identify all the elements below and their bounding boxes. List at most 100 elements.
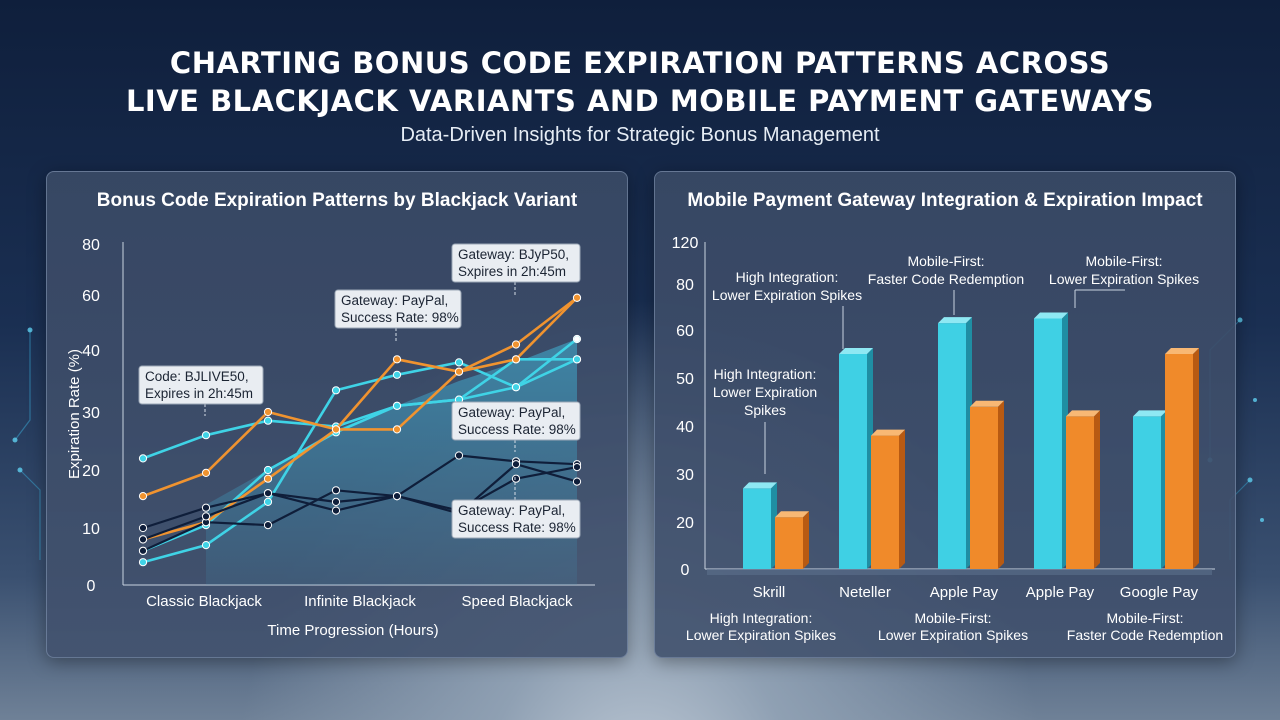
data-point — [201, 431, 211, 440]
y-tick-label: 30 — [676, 467, 694, 484]
callout-text-line-2: Sxpires in 2h:45m — [458, 264, 566, 279]
end-marker — [574, 336, 580, 342]
callout-box: Gateway: BJyP50, Sxpires in 2h:45m — [451, 243, 581, 296]
bar-top — [1034, 312, 1068, 319]
x-axis-label: Time Progression (Hours) — [267, 622, 438, 639]
bar-top — [839, 348, 873, 354]
x-category-label: Speed Blackjack — [462, 593, 573, 610]
bar — [1165, 348, 1199, 569]
data-point — [572, 477, 582, 486]
bar-chart: 0 20 30 40 50 60 80 120 Skrill Neteller Apple Pay A… — [672, 235, 1224, 643]
bar-front — [1133, 416, 1161, 569]
callout-text-line-2: Expires in 2h:45m — [145, 386, 253, 401]
annotation-line-2: Faster Code Redemption — [868, 271, 1024, 287]
bar-side — [1193, 348, 1199, 569]
page-title-line-1: CHARTING BONUS CODE EXPIRATION PATTERNS … — [169, 46, 1111, 80]
series-line-6 — [142, 454, 578, 530]
data-point — [138, 454, 148, 463]
y-tick-label: 20 — [676, 515, 694, 532]
bar-top — [871, 429, 905, 436]
y-tick-label: 80 — [82, 237, 100, 254]
series-line-4 — [142, 296, 578, 498]
bar-side — [899, 429, 905, 569]
y-tick-label: 40 — [82, 343, 100, 360]
y-tick-label: 20 — [82, 463, 100, 480]
y-tick-label: 0 — [681, 562, 690, 579]
data-point — [511, 474, 521, 483]
data-point — [263, 521, 273, 530]
bottom-annotation-line-1: Mobile-First: — [1106, 610, 1183, 626]
series-line-7 — [142, 466, 578, 552]
bar-side — [1094, 410, 1100, 569]
data-point — [263, 497, 273, 506]
callout-text-line-1: Gateway: PayPal, — [458, 503, 565, 518]
data-point — [138, 558, 148, 567]
bar-front — [775, 517, 803, 569]
y-tick-label: 120 — [672, 235, 699, 252]
data-point — [331, 486, 341, 495]
annotation-line-1: Mobile-First: — [907, 253, 984, 269]
y-tick-label: 30 — [82, 405, 100, 422]
bar-top — [1165, 348, 1199, 354]
data-point — [454, 358, 464, 367]
y-tick-label: 10 — [82, 521, 100, 538]
annotation-line-2: Lower Expiration — [713, 384, 817, 400]
bar — [775, 511, 809, 569]
bar-side — [803, 511, 809, 569]
x-category-label: Skrill — [753, 584, 786, 601]
data-point — [201, 468, 211, 477]
bottom-annotation-line-2: Lower Expiration Spikes — [878, 627, 1028, 643]
data-point — [331, 506, 341, 515]
data-point — [331, 497, 341, 506]
data-point — [263, 489, 273, 498]
page-title: CHARTING BONUS CODE EXPIRATION PATTERNS … — [0, 44, 1280, 120]
annotation-line-1: High Integration: — [736, 269, 839, 285]
y-tick-label: 60 — [82, 288, 100, 305]
data-point — [263, 416, 273, 425]
callout-box: Gateway: PayPal, Success Rate: 98% — [451, 401, 581, 452]
bar — [839, 348, 873, 569]
y-tick-label: 50 — [676, 371, 694, 388]
callout-box: Gateway: PayPal, Success Rate: 98% — [334, 289, 462, 342]
x-category-label: Neteller — [839, 584, 891, 601]
y-axis-label: Expiration Rate (%) — [66, 349, 83, 479]
callout-box: Code: BJLIVE50, Expires in 2h:45m — [138, 365, 264, 416]
x-category-label: Apple Pay — [1026, 584, 1095, 601]
callout-text-line-1: Gateway: BJyP50, — [458, 247, 569, 262]
bar-top — [775, 511, 809, 518]
data-point — [331, 425, 341, 434]
bottom-annotation-line-1: High Integration: — [710, 610, 813, 626]
data-point — [263, 407, 273, 417]
y-tick-label: 60 — [676, 323, 694, 340]
y-tick-label: 80 — [676, 277, 694, 294]
data-point — [263, 474, 273, 483]
bar-front — [1066, 416, 1094, 569]
data-point — [572, 293, 582, 302]
bar-top — [938, 317, 972, 324]
page-title-line-2: LIVE BLACKJACK VARIANTS AND MOBILE PAYME… — [125, 84, 1155, 118]
callout-rect — [138, 365, 264, 405]
data-point — [331, 386, 341, 395]
x-category-label: Apple Pay — [930, 584, 999, 601]
data-point — [572, 355, 582, 364]
data-point — [572, 463, 582, 472]
bar — [938, 317, 972, 569]
callout-rect — [451, 243, 581, 283]
x-category-label: Google Pay — [1120, 584, 1199, 601]
data-point — [201, 541, 211, 550]
callout-text-line-2: Success Rate: 98% — [458, 520, 576, 535]
data-point — [392, 492, 402, 501]
x-category-label: Classic Blackjack — [146, 593, 262, 610]
bar-front — [1034, 318, 1062, 569]
callout-text-line-1: Gateway: PayPal, — [458, 405, 565, 420]
bar-chart-panel: Mobile Payment Gateway Integration & Exp… — [654, 171, 1236, 658]
bar — [970, 400, 1004, 569]
line-chart: 0 10 20 30 40 60 80 Expiration Rate (%) Classic … — [66, 237, 595, 639]
bar-chart-title: Mobile Payment Gateway Integration & Exp… — [687, 190, 1203, 211]
data-point — [511, 383, 521, 392]
annotation-line-2: Lower Expiration Spikes — [712, 287, 862, 303]
bar-top — [1133, 410, 1167, 417]
bar — [1066, 410, 1100, 569]
line-chart-title: Bonus Code Expiration Patterns by Blackj… — [96, 190, 578, 211]
bottom-annotation-line-2: Faster Code Redemption — [1067, 627, 1223, 643]
